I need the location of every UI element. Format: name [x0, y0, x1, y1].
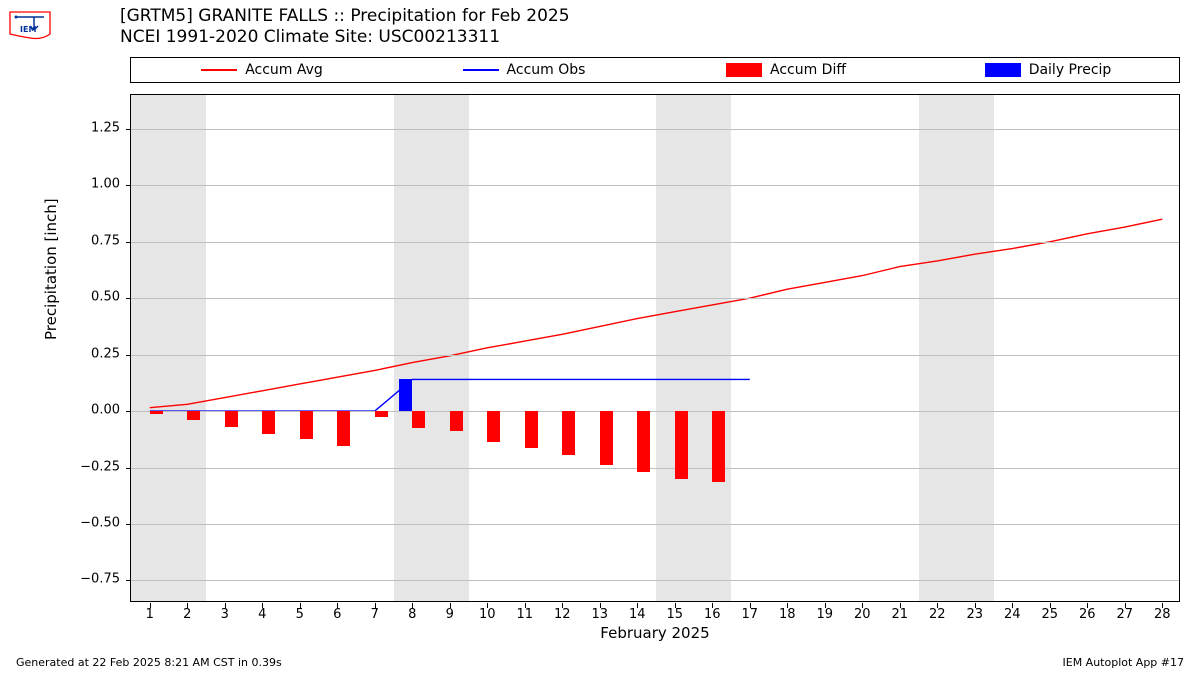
accum-diff-bar	[562, 411, 575, 455]
legend-swatch	[201, 69, 237, 71]
ytick-mark	[126, 298, 131, 299]
ytick-mark	[126, 468, 131, 469]
accum-diff-bar	[525, 411, 538, 448]
ytick-label: 0.75	[70, 233, 120, 248]
title-line-2: NCEI 1991-2020 Climate Site: USC00213311	[120, 27, 570, 48]
accum-diff-bar	[150, 411, 163, 414]
legend-label: Accum Diff	[770, 62, 846, 78]
ytick-mark	[126, 524, 131, 525]
xtick-label: 24	[1004, 607, 1021, 622]
xtick-label: 27	[1116, 607, 1133, 622]
accum-diff-bar	[412, 411, 425, 428]
xtick-label: 28	[1154, 607, 1171, 622]
xtick-label: 18	[779, 607, 796, 622]
gridline	[131, 524, 1179, 525]
xtick-label: 7	[371, 607, 379, 622]
ytick-mark	[126, 355, 131, 356]
xtick-label: 3	[221, 607, 229, 622]
ytick-label: 1.25	[70, 120, 120, 135]
accum-diff-bar	[487, 411, 500, 441]
ytick-label: 0.50	[70, 290, 120, 305]
xtick-label: 6	[333, 607, 341, 622]
gridline	[131, 242, 1179, 243]
iem-logo: IEM	[6, 4, 54, 42]
ytick-label: −0.50	[70, 515, 120, 530]
accum-diff-bar	[375, 411, 388, 417]
ytick-label: 0.00	[70, 403, 120, 418]
accum-diff-bar	[262, 411, 275, 434]
ytick-label: 0.25	[70, 346, 120, 361]
xtick-label: 4	[258, 607, 266, 622]
legend-label: Daily Precip	[1029, 62, 1112, 78]
accum-diff-bar	[712, 411, 725, 482]
daily-precip-bar	[399, 379, 412, 411]
xtick-label: 11	[516, 607, 533, 622]
footer-generated: Generated at 22 Feb 2025 8:21 AM CST in …	[16, 656, 282, 669]
xtick-label: 17	[741, 607, 758, 622]
legend-item: Daily Precip	[917, 62, 1179, 78]
gridline	[131, 129, 1179, 130]
gridline	[131, 468, 1179, 469]
accum-diff-bar	[675, 411, 688, 479]
gridline	[131, 580, 1179, 581]
xtick-label: 25	[1041, 607, 1058, 622]
ytick-mark	[126, 411, 131, 412]
xtick-label: 14	[629, 607, 646, 622]
legend-label: Accum Avg	[245, 62, 323, 78]
gridline	[131, 355, 1179, 356]
title-line-1: [GRTM5] GRANITE FALLS :: Precipitation f…	[120, 6, 570, 27]
xtick-label: 20	[854, 607, 871, 622]
ytick-mark	[126, 185, 131, 186]
legend-item: Accum Avg	[131, 62, 393, 78]
xtick-label: 22	[929, 607, 946, 622]
xtick-label: 26	[1079, 607, 1096, 622]
ytick-mark	[126, 129, 131, 130]
ytick-mark	[126, 580, 131, 581]
legend-label: Accum Obs	[507, 62, 586, 78]
accum-diff-bar	[637, 411, 650, 472]
legend-item: Accum Obs	[393, 62, 655, 78]
y-axis-label: Precipitation [inch]	[42, 198, 60, 340]
svg-text:IEM: IEM	[20, 25, 36, 34]
accum-diff-bar	[600, 411, 613, 465]
legend: Accum Avg Accum Obs Accum Diff Daily Precip	[130, 57, 1180, 83]
xtick-label: 15	[666, 607, 683, 622]
gridline	[131, 298, 1179, 299]
accum-diff-bar	[450, 411, 463, 431]
legend-swatch	[726, 63, 762, 77]
ytick-label: 1.00	[70, 177, 120, 192]
legend-item: Accum Diff	[655, 62, 917, 78]
xtick-label: 9	[446, 607, 454, 622]
ytick-label: −0.75	[70, 572, 120, 587]
legend-swatch	[985, 63, 1021, 77]
xtick-label: 16	[704, 607, 721, 622]
xtick-label: 10	[479, 607, 496, 622]
accum-diff-bar	[187, 411, 200, 420]
accum-diff-bar	[300, 411, 313, 439]
xtick-label: 19	[816, 607, 833, 622]
ytick-label: −0.25	[70, 459, 120, 474]
legend-swatch	[463, 69, 499, 71]
accum-diff-bar	[337, 411, 350, 446]
gridline	[131, 411, 1179, 412]
footer-app: IEM Autoplot App #17	[1063, 656, 1185, 669]
ytick-mark	[126, 242, 131, 243]
xtick-label: 23	[966, 607, 983, 622]
xtick-label: 5	[296, 607, 304, 622]
xtick-label: 8	[408, 607, 416, 622]
xtick-label: 21	[891, 607, 908, 622]
gridline	[131, 185, 1179, 186]
xtick-label: 2	[183, 607, 191, 622]
xtick-label: 1	[146, 607, 154, 622]
xtick-label: 13	[591, 607, 608, 622]
accum-diff-bar	[225, 411, 238, 427]
chart-title: [GRTM5] GRANITE FALLS :: Precipitation f…	[120, 6, 570, 49]
xtick-label: 12	[554, 607, 571, 622]
x-axis-label: February 2025	[130, 624, 1180, 642]
plot-area: 1234567891011121314151617181920212223242…	[130, 94, 1180, 602]
